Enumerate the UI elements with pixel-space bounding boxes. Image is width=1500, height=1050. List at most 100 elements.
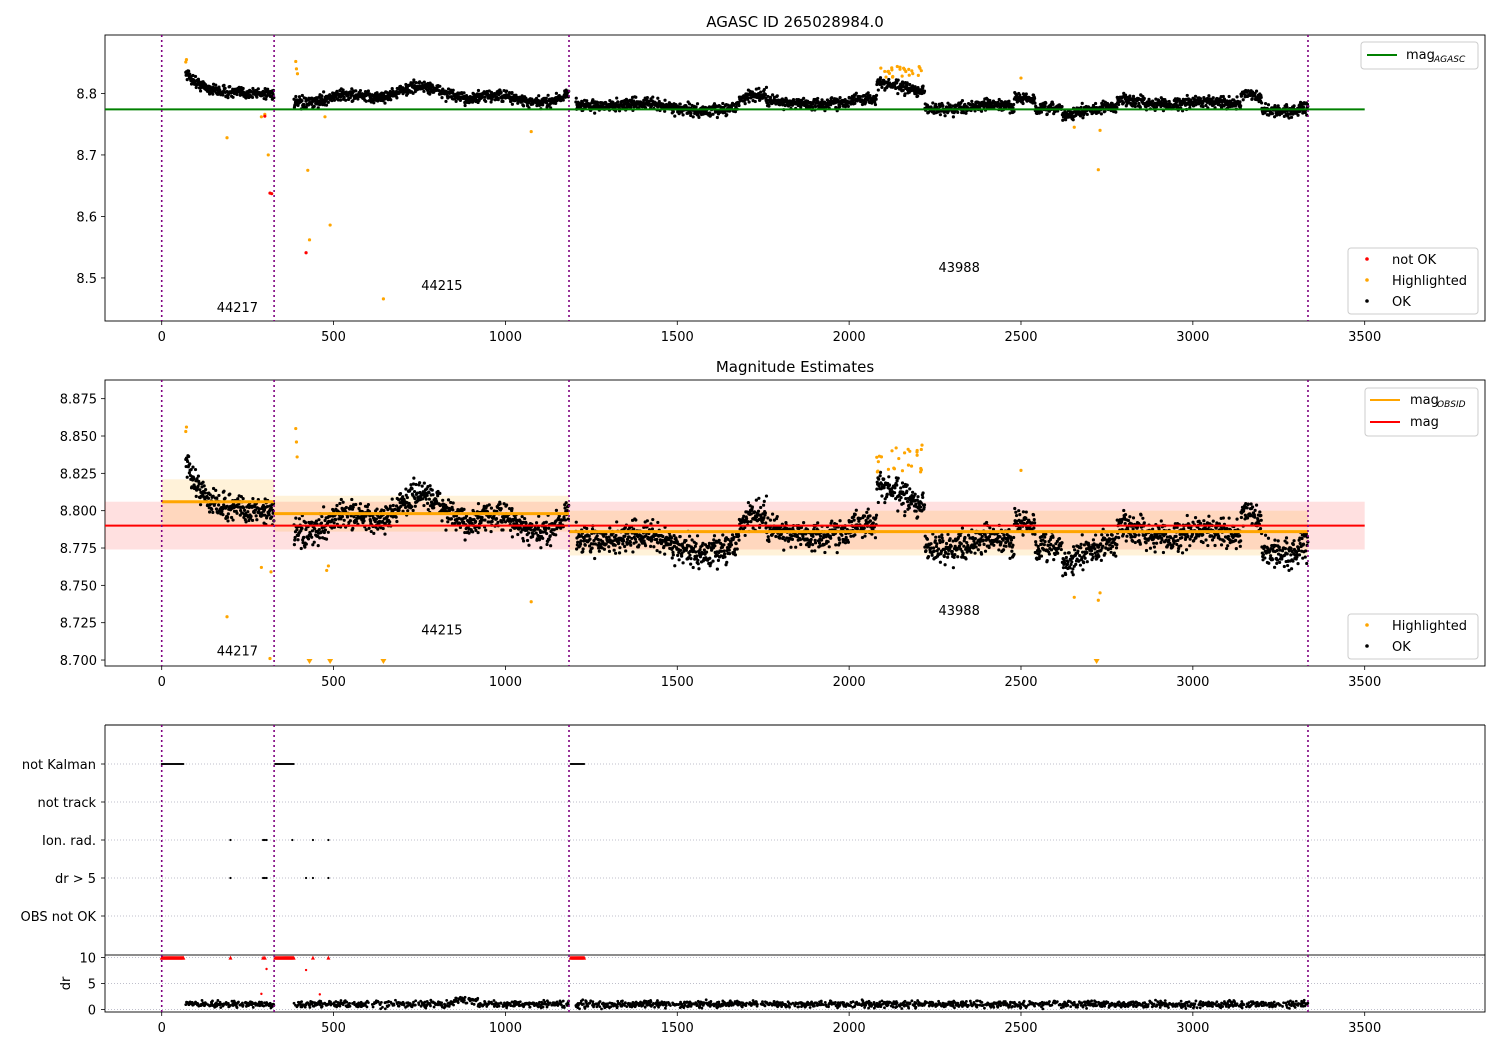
ok-point — [681, 561, 685, 565]
ok-point — [746, 520, 750, 524]
ok-point — [554, 508, 559, 513]
ok-point — [874, 97, 878, 101]
not-ok-point — [304, 251, 308, 255]
ok-point — [593, 111, 597, 115]
ok-point — [766, 535, 770, 539]
ok-point — [721, 101, 725, 106]
highlighted-point — [907, 73, 911, 77]
ok-point — [475, 98, 479, 102]
ok-point — [188, 72, 192, 76]
ok-point — [593, 556, 597, 561]
ok-point — [521, 539, 526, 543]
ok-point — [340, 514, 345, 519]
ok-point — [1259, 95, 1263, 99]
ok-point — [358, 88, 363, 93]
ok-point — [589, 550, 593, 554]
legend-label: mag — [1406, 48, 1435, 63]
ok-point — [563, 518, 568, 522]
ok-point — [649, 544, 653, 548]
ok-point — [678, 102, 682, 106]
ok-point — [694, 542, 698, 546]
legend-upper: mag AGASC — [1360, 41, 1479, 70]
ok-point — [545, 542, 549, 547]
ok-point — [979, 109, 984, 113]
ok-point — [204, 83, 208, 87]
ok-point — [661, 534, 665, 539]
ok-point — [494, 517, 499, 521]
ok-point — [574, 96, 578, 100]
ok-point — [1043, 104, 1047, 108]
ok-point — [303, 545, 307, 549]
ok-point — [324, 103, 329, 107]
ok-point — [873, 100, 877, 104]
ok-point — [816, 96, 820, 101]
ok-point — [938, 104, 942, 109]
ok-point — [874, 93, 879, 97]
ok-point — [222, 83, 226, 87]
ok-point — [790, 534, 794, 538]
ok-point — [838, 541, 842, 545]
ok-point — [588, 537, 592, 541]
ok-point — [1292, 104, 1296, 108]
ok-point — [1301, 111, 1305, 115]
ok-point — [931, 101, 935, 105]
ok-point — [410, 487, 414, 491]
ok-point — [226, 519, 230, 523]
ok-point — [753, 99, 757, 104]
ok-point — [344, 505, 348, 510]
ok-point — [489, 529, 493, 534]
ok-point — [1154, 105, 1159, 109]
ok-point — [246, 510, 250, 514]
x-tick-label: 0 — [158, 675, 166, 690]
ok-point — [823, 550, 827, 555]
ok-point — [713, 544, 717, 548]
ok-point — [496, 520, 500, 524]
plot-area — [105, 425, 1365, 661]
chart-layer: 0 500 1000 1500 2000 2500 3000 35008.58.68.78.8… — [21, 34, 1486, 1036]
ok-point — [830, 519, 834, 523]
ok-point — [908, 82, 912, 87]
y-tick-label: 8.825 — [60, 467, 97, 482]
ok-point — [306, 537, 311, 541]
ok-point — [211, 92, 215, 96]
ok-point — [695, 534, 700, 538]
ok-point — [1021, 92, 1026, 96]
highlighted-point — [911, 72, 915, 76]
ok-point — [1250, 90, 1255, 94]
ok-point — [689, 111, 693, 115]
ok-point — [618, 546, 622, 550]
ok-point — [1071, 118, 1075, 122]
ok-point — [1193, 94, 1198, 98]
ok-point — [716, 558, 721, 562]
ok-point — [615, 96, 619, 100]
ok-point — [687, 102, 692, 106]
ok-point — [312, 540, 316, 544]
ok-point — [446, 520, 450, 524]
ok-point — [818, 534, 823, 538]
ok-point — [296, 98, 300, 102]
ok-point — [1061, 118, 1065, 122]
ok-point — [428, 92, 432, 96]
ok-point — [1254, 89, 1259, 93]
ok-point — [432, 506, 436, 510]
ok-point — [790, 537, 795, 541]
ok-point — [317, 518, 321, 522]
ok-point — [235, 511, 239, 515]
ok-point — [693, 544, 697, 548]
ok-point — [935, 105, 939, 109]
axes-panel-2: 0 500 1000 1500 2000 2500 3000 35008.7008.7258.… — [60, 358, 1486, 690]
ok-point — [631, 550, 635, 554]
ok-point — [548, 534, 552, 538]
ok-point — [1289, 115, 1294, 119]
ok-point — [390, 87, 394, 91]
ok-point — [658, 550, 662, 554]
highlighted-point — [225, 136, 229, 140]
legend-entry: OK — [1392, 295, 1411, 310]
ok-point — [483, 95, 487, 99]
ok-point — [1118, 99, 1122, 104]
ok-point — [215, 496, 219, 500]
ok-point — [341, 88, 345, 92]
ok-point — [669, 536, 674, 540]
ok-point — [956, 110, 960, 115]
